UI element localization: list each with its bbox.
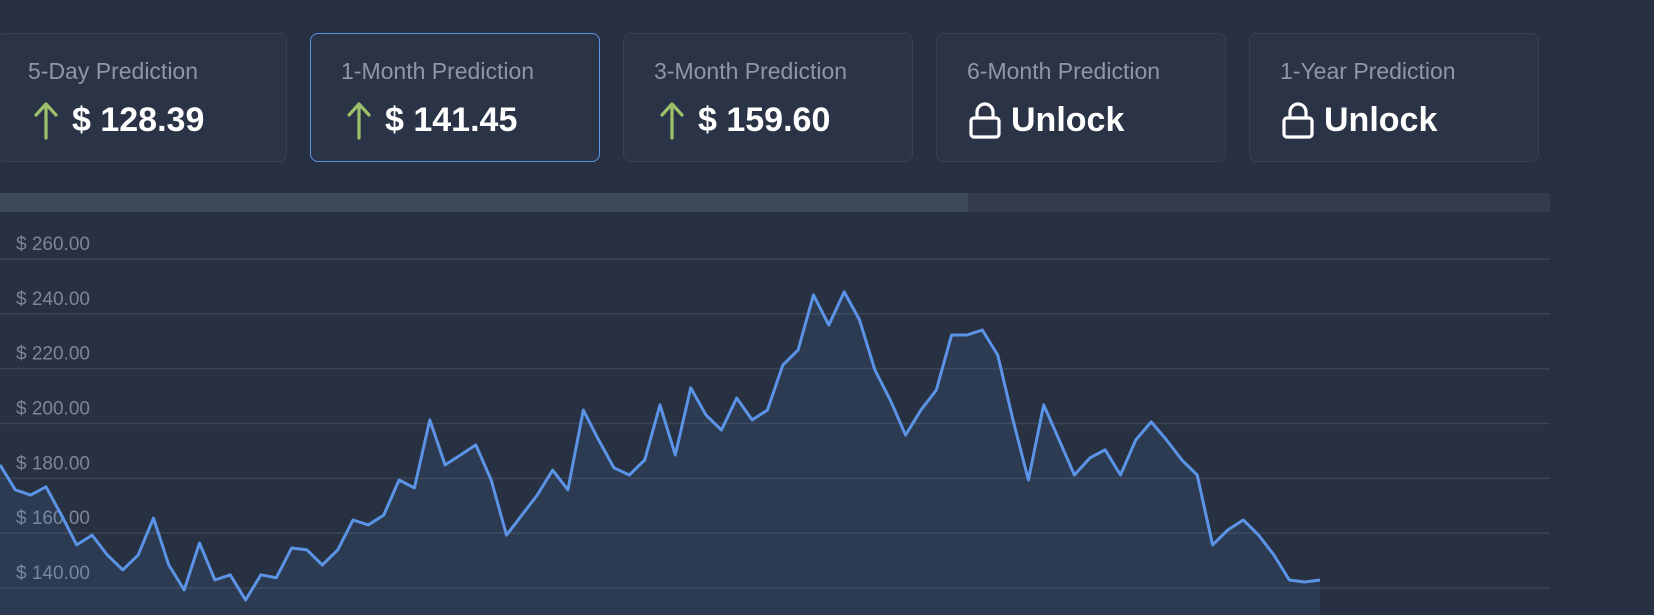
card-value-row: Unlock	[967, 100, 1124, 140]
up-arrow-icon	[660, 102, 684, 140]
y-tick-label: $ 240.00	[16, 289, 90, 310]
card-value: $ 159.60	[698, 100, 831, 139]
lock-shackle	[1288, 102, 1308, 118]
y-tick-label: $ 180.00	[16, 453, 90, 474]
card-value: $ 141.45	[385, 100, 518, 139]
progress-fill	[0, 193, 968, 212]
card-value-row: $ 159.60	[654, 100, 830, 140]
prediction-card[interactable]: 5-Day Prediction $ 128.39	[0, 33, 287, 162]
up-arrow-icon	[347, 102, 371, 140]
y-tick-label: $ 160.00	[16, 508, 90, 529]
card-label: 1-Month Prediction	[341, 58, 535, 84]
y-tick-label: $ 200.00	[16, 399, 90, 420]
arrow	[34, 102, 58, 140]
card-value-row: Unlock	[1280, 100, 1437, 140]
prediction-card[interactable]: 1-Year Prediction Unlock	[1249, 33, 1539, 162]
card-label: 1-Year Prediction	[1280, 58, 1456, 84]
card-value: Unlock	[1011, 100, 1125, 139]
lock-icon	[1282, 102, 1314, 139]
lock-body	[1282, 116, 1314, 139]
area	[0, 291, 1320, 615]
price-line	[0, 290, 1321, 602]
up-arrow-icon	[34, 102, 58, 140]
y-tick-label: $ 140.00	[16, 563, 90, 584]
prediction-card[interactable]: 3-Month Prediction $ 159.60	[623, 33, 913, 162]
progress-bar	[0, 193, 1550, 212]
arrow	[660, 102, 684, 140]
y-tick-label: $ 260.00	[16, 234, 90, 255]
prediction-card[interactable]: 1-Month Prediction $ 141.45	[310, 33, 600, 162]
card-value: Unlock	[1324, 100, 1438, 139]
card-value-row: $ 128.39	[28, 100, 204, 140]
lock-shackle	[975, 102, 995, 118]
card-value: $ 128.39	[72, 100, 205, 139]
card-label: 5-Day Prediction	[28, 58, 199, 84]
lock-body	[969, 116, 1001, 139]
card-label: 3-Month Prediction	[654, 58, 848, 84]
y-tick-label: $ 220.00	[16, 344, 90, 365]
card-value-row: $ 141.45	[341, 100, 517, 140]
lock-icon	[969, 102, 1001, 139]
prediction-card[interactable]: 6-Month Prediction Unlock	[936, 33, 1226, 162]
card-label: 6-Month Prediction	[967, 58, 1161, 84]
arrow	[347, 102, 371, 140]
